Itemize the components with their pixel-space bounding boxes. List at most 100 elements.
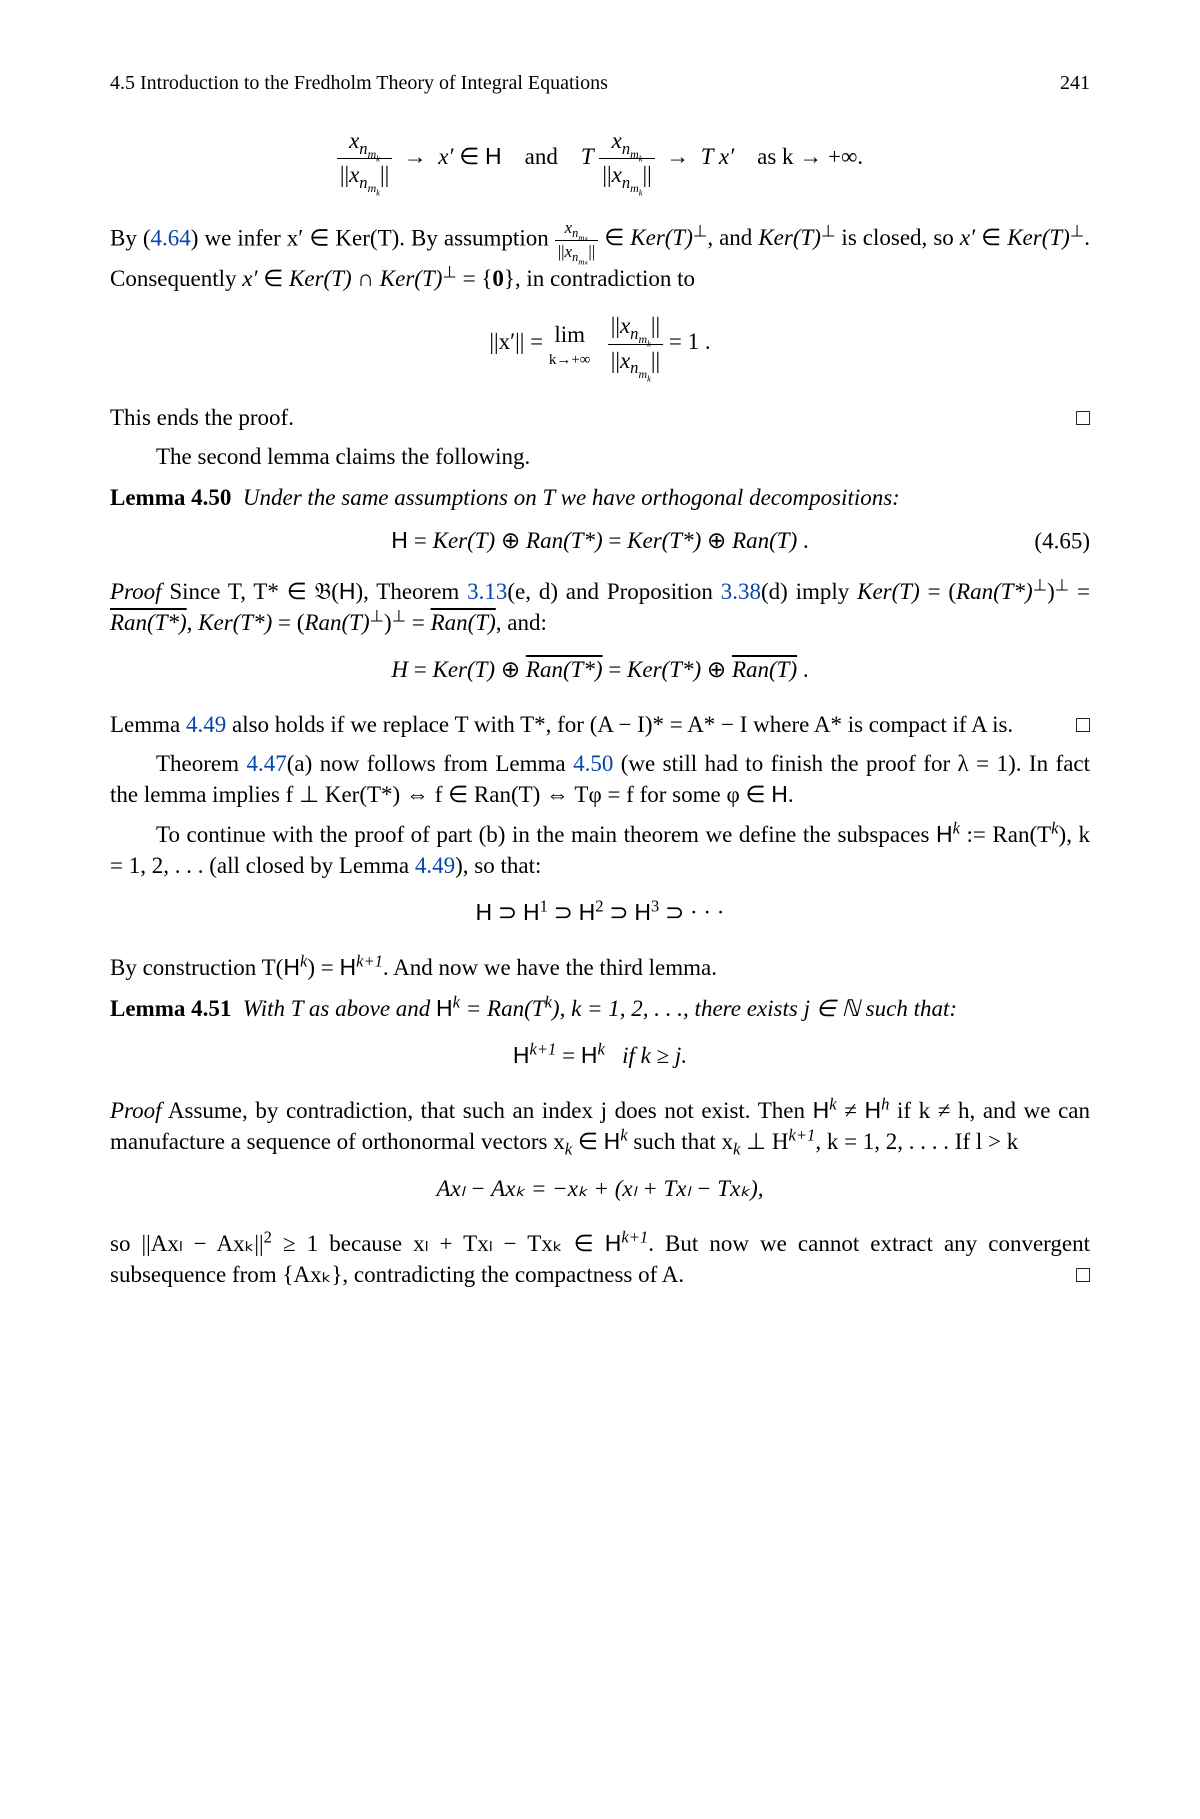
denominator: ||xnmk|| [337,159,392,192]
text: = [556,1043,580,1068]
equation-display-1: xnmk ||xnmk|| → x′ ∈ H and T xnmk ||xnmk… [110,125,1090,193]
paragraph: The second lemma claims the following. [110,441,1090,472]
hilbert-H: H [391,525,408,556]
sup: k [829,1094,836,1113]
denominator: ||xnmk|| [599,159,654,192]
ref-link[interactable]: 4.49 [186,712,226,737]
numerator: ||xnmk|| [608,310,663,344]
text: This ends the proof. [110,405,294,430]
sup: k+1 [621,1227,648,1246]
text: , k = 1, 2, . . . . If l > k [815,1129,1018,1154]
text: ∈ [572,1129,604,1154]
text: ⊃ · · · [659,900,724,925]
section-title: 4.5 Introduction to the Fredholm Theory … [110,70,608,97]
text: if k ≥ j. [622,1043,687,1068]
sup: 3 [651,896,659,915]
ref-link[interactable]: 3.13 [467,579,507,604]
hilbert-H: H [813,1097,830,1123]
denominator: ||xnmk|| [608,345,663,378]
qed-box: □ [1076,402,1090,433]
text: ) = [307,955,339,980]
text: ), so that: [455,853,541,878]
text: ) we infer x′ ∈ Ker(T). By assumption [191,225,555,250]
hilbert-H: H [604,1128,621,1154]
fraction: ||xnmk|| ||xnmk|| [608,310,663,378]
ref-link[interactable]: 3.38 [721,579,761,604]
hilbert-H: H [513,1042,530,1068]
sup: k [620,1125,627,1144]
hilbert-H: H [339,954,356,980]
fraction: xnmk ||xnmk|| [599,125,654,193]
arrow: → [666,144,689,169]
equation-A: Axₗ − Axₖ = −xₖ + (xₗ + Txₗ − Txₖ), [110,1173,1090,1204]
numerator: xnmk [337,125,392,159]
text: also holds if we replace T with T*, for … [226,712,1013,737]
text: ||x′|| = [489,330,548,355]
ref-link[interactable]: 4.64 [151,225,191,250]
hilbert-H: H [579,899,596,925]
qed-box: □ [1076,1259,1090,1290]
hilbert-H: H [936,821,953,847]
inline-fraction: xnmₖ||xnmₖ|| [555,217,598,264]
text: ), Theorem [355,579,467,604]
hilbert-H: H [771,781,788,807]
hilbert-H: H [283,954,300,980]
sup: k+1 [789,1125,816,1144]
hilbert-H: H [476,899,493,925]
text: := Ran(T [960,822,1051,847]
ref-link[interactable]: 4.49 [415,853,455,878]
sup-k: k [953,818,960,837]
ref-link[interactable]: 4.47 [246,751,286,776]
sup: k [453,992,460,1011]
hilbert-H: H [523,899,540,925]
text: By construction T( [110,955,283,980]
sup: 2 [264,1227,272,1246]
ref-link[interactable]: 4.50 [573,751,613,776]
proof-label: Proof [110,1098,162,1123]
lemma-label: Lemma 4.50 [110,485,231,510]
sup: k+1 [356,951,383,970]
text: Assume, by contradiction, that such an i… [162,1098,813,1123]
lim-sub: k→+∞ [549,350,591,370]
numerator: xnmₖ [555,217,598,241]
text: ⊥ H [740,1129,788,1154]
qed-box: □ [1076,709,1090,740]
text: . [788,782,794,807]
text: = Ran(T [460,996,545,1021]
text: as k → +∞. [757,144,863,169]
sup-k: k [1051,818,1058,837]
lemma-4-51: Lemma 4.51 With T as above and Hk = Ran(… [110,993,1090,1024]
text: = 1 . [669,330,711,355]
text: = Ker(T) ⊕ Ran(T*) = Ker(T*) ⊕ Ran(T) . [414,525,809,556]
text: T x′ [701,144,734,169]
equation-chain: H ⊃ H1 ⊃ H2 ⊃ H3 ⊃ · · · [110,897,1090,928]
proof-paragraph: Proof Assume, by contradiction, that suc… [110,1095,1090,1157]
text: such that x [628,1129,733,1154]
paragraph: To continue with the proof of part (b) i… [110,819,1090,881]
arrow: → [404,144,427,169]
text: (a) now follows from Lemma [287,751,573,776]
page-number: 241 [1060,70,1090,97]
text: ≠ [837,1098,865,1123]
page: 4.5 Introduction to the Fredholm Theory … [0,0,1200,1819]
paragraph: so ||Axₗ − Axₖ||2 ≥ 1 because xₗ + Txₗ −… [110,1228,1090,1290]
text: ≥ 1 because xₗ + Txₗ − Txₖ ∈ [272,1231,605,1256]
hilbert-H: H [581,1042,598,1068]
text: . And now we have the third lemma. [383,955,717,980]
hilbert-H: H [339,578,356,604]
equation-number: (4.65) [1034,525,1090,556]
text: With T as above and [243,996,436,1021]
text: Axₗ − Axₖ = −xₖ + (xₗ + Txₗ − Txₖ), [436,1176,763,1201]
text: The second lemma claims the following. [156,444,530,469]
sup: k [545,992,552,1011]
equation-display-2: ||x′|| = lim k→+∞ ||xnmk|| ||xnmk|| = 1 … [110,310,1090,378]
sup: 2 [595,896,603,915]
text: To continue with the proof of part (b) i… [156,822,936,847]
lim-text: lim [549,319,591,350]
fraction: xnmk ||xnmk|| [337,125,392,193]
sub: k [565,1139,572,1158]
equation-display-H: H = Ker(T) ⊕ Ran(T*) = Ker(T*) ⊕ Ran(T) … [110,654,1090,685]
sup: k [597,1039,604,1058]
text: x′ ∈ [438,144,485,169]
lemma-body: With T as above and Hk = Ran(Tk), k = 1,… [243,996,957,1021]
